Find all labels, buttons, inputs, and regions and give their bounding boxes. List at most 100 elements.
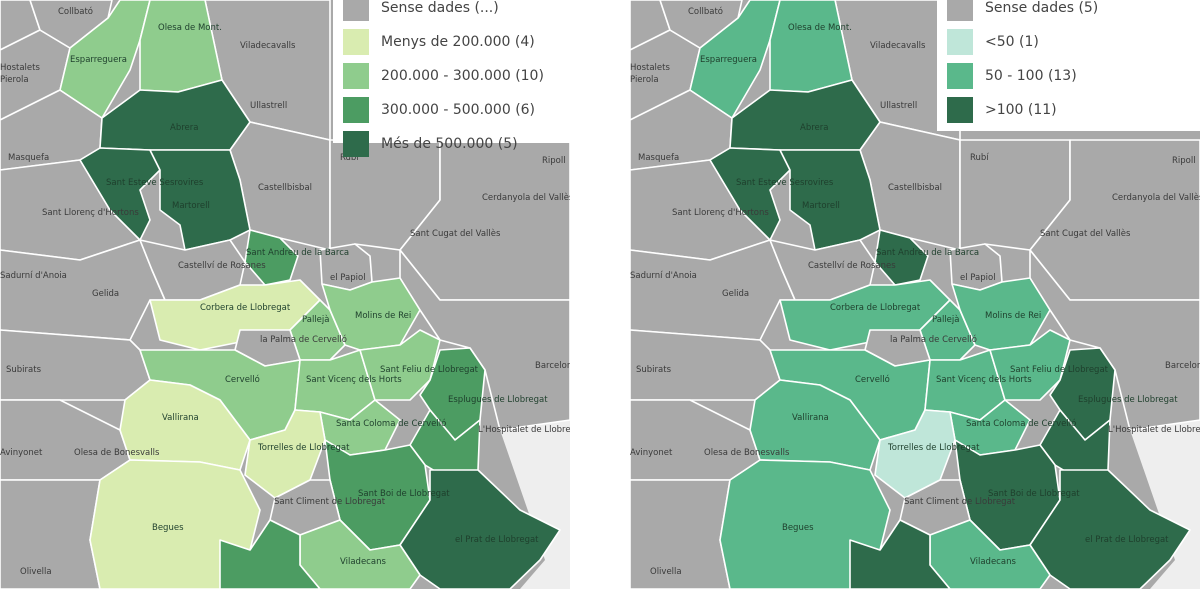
place-label: Sant Esteve Sesrovires — [106, 178, 204, 188]
municipality-gava — [849, 519, 951, 589]
place-label: Sadurní d'Anoia — [630, 271, 697, 281]
place-label: Abrera — [170, 123, 198, 133]
place-label: Collbató — [688, 6, 723, 17]
place-label: Esplugues de Llobregat — [1078, 395, 1178, 405]
municipality-sant-esteve — [79, 147, 161, 241]
choropleth-right: Collbató Esparreguera Viladecavalls Olesa d… — [630, 0, 1200, 589]
place-label: Olesa de Mont. — [788, 23, 852, 33]
place-label: Barcelona — [1165, 361, 1200, 371]
legend-item-no-data: Sense dades (...) — [343, 0, 563, 25]
place-label: Viladecavalls — [240, 41, 296, 51]
legend-label: Menys de 200.000 (4) — [381, 34, 535, 50]
municipality-el-prat — [1029, 469, 1191, 589]
sea-area — [500, 420, 570, 589]
legend-left: Sense dades (...) Menys de 200.000 (4) 2… — [333, 0, 573, 157]
legend-item-under-200000: Menys de 200.000 (4) — [343, 25, 563, 59]
legend-swatch — [343, 29, 369, 55]
legend-swatch — [343, 63, 369, 89]
place-label: Sant Andreu de la Barca — [246, 248, 349, 258]
legend-swatch — [343, 0, 369, 21]
place-label: Pallejà — [932, 315, 959, 325]
place-label: Sant Cugat del Vallès — [410, 228, 501, 239]
place-label: Esplugues de Llobregat — [448, 395, 548, 405]
sea-area — [1130, 420, 1200, 589]
place-label: Corbera de Llobregat — [200, 303, 291, 313]
place-label: Pierola — [630, 75, 659, 85]
place-label: Ullastrell — [880, 101, 917, 111]
legend-label: 50 - 100 (13) — [985, 68, 1077, 84]
place-label: Pallejà — [302, 315, 329, 325]
legend-swatch — [343, 131, 369, 157]
legend-swatch — [947, 63, 973, 89]
place-label: Olivella — [20, 567, 52, 577]
place-label: Begues — [152, 523, 184, 533]
place-label: Santa Coloma de Cervelló — [966, 418, 1076, 429]
place-label: Castellví de Rosanes — [178, 261, 266, 271]
place-label: Sant Climent de Llobregat — [904, 497, 1016, 507]
place-label: Rubí — [340, 153, 359, 163]
place-label: Gelida — [722, 289, 749, 299]
place-label: Olesa de Mont. — [158, 23, 222, 33]
legend-item-over-500000: Més de 500.000 (5) — [343, 127, 563, 161]
place-label: Olesa de Bonesvalls — [704, 448, 790, 458]
legend-item-over-100: >100 (11) — [947, 93, 1190, 127]
legend-swatch — [947, 97, 973, 123]
place-label: Sant Boi de Llobregat — [358, 489, 450, 499]
legend-item-under-50: <50 (1) — [947, 25, 1190, 59]
place-label: Santa Coloma de Cervelló — [336, 418, 446, 429]
place-label: Masquefa — [638, 153, 679, 163]
legend-item-300000-500000: 300.000 - 500.000 (6) — [343, 93, 563, 127]
legend-swatch — [947, 29, 973, 55]
place-label: el Papiol — [330, 273, 366, 283]
place-label: Barcelona — [535, 361, 570, 371]
place-label: Martorell — [172, 201, 210, 211]
legend-label: <50 (1) — [985, 34, 1039, 50]
place-label: L'Hospitalet de Llobregat — [478, 425, 570, 435]
place-label: Cervelló — [855, 374, 890, 385]
legend-label: Sense dades (5) — [985, 0, 1099, 16]
legend-right: Sense dades (5) <50 (1) 50 - 100 (13) >1… — [937, 0, 1200, 131]
legend-item-50-100: 50 - 100 (13) — [947, 59, 1190, 93]
place-label: L'Hospitalet de Llobregat — [1108, 425, 1200, 435]
municipality-vallirana — [749, 379, 881, 471]
place-label: la Palma de Cervelló — [260, 334, 347, 345]
place-label: Cerdanyola del Vallès — [1112, 192, 1200, 203]
place-label: Esparreguera — [70, 55, 127, 65]
place-label: Sant Llorenç d'Hortons — [42, 208, 139, 218]
place-label: Molins de Rei — [985, 311, 1041, 321]
place-label: Gelida — [92, 289, 119, 299]
place-label: Cervelló — [225, 374, 260, 385]
place-label: el Prat de Llobregat — [1085, 535, 1169, 545]
place-label: Sant Vicenç dels Horts — [936, 375, 1032, 385]
municipality-outer — [630, 399, 761, 481]
municipality-molins — [951, 277, 1051, 351]
panel-gap — [570, 0, 630, 589]
legend-label: 300.000 - 500.000 (6) — [381, 102, 536, 118]
place-label: Sant Cugat del Vallès — [1040, 228, 1131, 239]
legend-label: Més de 500.000 (5) — [381, 136, 518, 152]
municipality-outer — [0, 399, 131, 481]
place-label: Sant Vicenç dels Horts — [306, 375, 402, 385]
place-label: Subirats — [6, 365, 42, 375]
place-label: Sant Feliu de Llobregat — [380, 365, 479, 375]
legend-item-200000-300000: 200.000 - 300.000 (10) — [343, 59, 563, 93]
place-label: Molins de Rei — [355, 311, 411, 321]
municipality-molins — [321, 277, 421, 351]
place-label: Castellví de Rosanes — [808, 261, 896, 271]
place-label: Cerdanyola del Vallès — [482, 192, 570, 203]
place-label: Hostalets — [0, 63, 40, 73]
place-label: Torrelles de Llobregat — [887, 443, 980, 453]
place-label: Martorell — [802, 201, 840, 211]
place-label: Subirats — [636, 365, 672, 375]
place-label: Avinyonet — [0, 448, 43, 458]
municipality-martorell — [779, 149, 881, 251]
place-label: Masquefa — [8, 153, 49, 163]
place-label: Olivella — [650, 567, 682, 577]
place-label: Begues — [782, 523, 814, 533]
place-label: Torrelles de Llobregat — [257, 443, 350, 453]
place-label: Vallirana — [792, 413, 829, 423]
place-label: Vallirana — [162, 413, 199, 423]
place-label: Olesa de Bonesvalls — [74, 448, 160, 458]
municipality-vallirana — [119, 379, 251, 471]
place-label: Ullastrell — [250, 101, 287, 111]
